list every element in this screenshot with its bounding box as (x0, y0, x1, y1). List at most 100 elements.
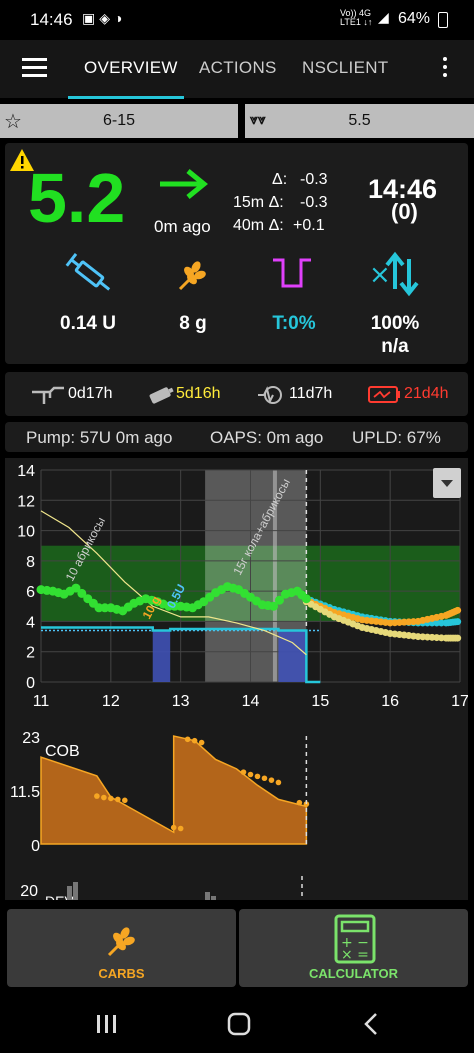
cob-point (240, 769, 247, 775)
cob-point (191, 737, 198, 744)
notification-icons: ▣◈◑ (82, 10, 126, 27)
network-bottom: LTE1 ↓↑ (340, 17, 373, 27)
calculator-button-label: CALCULATOR (308, 966, 399, 981)
cob-point (184, 736, 191, 743)
temp-basal-block (152, 630, 171, 682)
delta40-label: 40m Δ: (233, 217, 284, 234)
basal-line (41, 626, 321, 684)
calculator-button[interactable]: + − × = CALCULATOR (239, 909, 468, 987)
target-button[interactable]: ⩔⩔ 5.5 (245, 104, 474, 138)
overflow-menu-icon[interactable] (443, 57, 448, 77)
temp-basal-value: T:0% (272, 313, 316, 334)
carbs-grain-icon[interactable] (176, 257, 210, 291)
cob-point (101, 794, 107, 801)
x-tick-label: 12 (102, 693, 120, 710)
carbs-button-icon (107, 927, 135, 957)
battery-percent: 64% (398, 10, 431, 27)
activity-curve (40, 510, 307, 656)
status-time: 14:46 (30, 10, 73, 29)
tab-overview[interactable]: OVERVIEW (84, 58, 178, 77)
cob-y-tick: 11.5 (10, 784, 40, 801)
battery-icon (438, 12, 448, 28)
network-top: Vo)) 4G (340, 8, 372, 18)
status-bar: 14:46 ▣◈◑ Vo)) 4G LTE1 ↓↑ ◢ 64% (0, 0, 474, 40)
loop-sub: n/a (381, 336, 409, 357)
tab-nsclient[interactable]: NSCLIENT (302, 58, 389, 77)
cob-y-tick: 23 (22, 730, 40, 747)
insulin-age: 5d16h (176, 385, 221, 402)
prediction-point-cyan (454, 618, 462, 626)
trend-arrow-icon (160, 169, 208, 199)
menu-icon[interactable] (22, 58, 47, 77)
network-indicator: Vo)) 4G LTE1 ↓↑ (340, 9, 372, 27)
star-icon: ☆ (4, 111, 22, 133)
dev-bar (67, 886, 72, 900)
y-tick-label: 14 (17, 463, 35, 480)
dev-bar (73, 882, 78, 900)
temp-basal-icon[interactable] (271, 256, 313, 290)
bg-point (77, 588, 87, 598)
cob-point (303, 801, 310, 807)
y-tick-label: 8 (26, 554, 35, 571)
back-icon[interactable] (360, 1011, 382, 1037)
chart-settings-dropdown[interactable] (433, 468, 461, 498)
delta40-value: +0.1 (293, 217, 325, 234)
dev-y-tick: 20 (20, 883, 38, 900)
svg-text:× =: × = (341, 947, 369, 963)
clock-sub: (0) (391, 199, 418, 224)
cob-title: COB (45, 743, 80, 760)
cob-point (177, 825, 184, 832)
data-saver-icon: ◑ (114, 10, 127, 26)
upload-status: UPLD: 67% (352, 428, 441, 447)
bg-value[interactable]: 5.2 (28, 159, 126, 237)
x-tick-label: 14 (242, 693, 260, 710)
insulin-reservoir-icon (149, 387, 174, 404)
cob-point (198, 739, 205, 746)
x-tick-label: 17 (451, 693, 468, 710)
y-tick-label: 12 (17, 493, 35, 510)
cob-point (261, 775, 268, 782)
sensor-age: 11d7h (289, 385, 333, 402)
dev-title: DEV (45, 893, 74, 900)
carbs-button[interactable]: CARBS (7, 909, 236, 987)
cob-point (268, 777, 275, 783)
carbs-button-label: CARBS (98, 966, 145, 981)
syringe-icon[interactable] (64, 253, 116, 297)
bg-point (301, 594, 311, 604)
sensor-icon (258, 386, 282, 404)
home-icon[interactable] (226, 1011, 252, 1037)
x-tick-label: 15 (311, 693, 329, 710)
dev-chart: 20 DEV (20, 876, 303, 900)
device-ages-card (5, 372, 468, 416)
recent-apps-icon[interactable] (94, 1012, 120, 1036)
profile-button[interactable]: ☆ 6-15 (0, 104, 238, 138)
delta15-label: 15m Δ: (233, 194, 284, 211)
cob-point (254, 773, 261, 780)
tab-actions[interactable]: ACTIONS (199, 58, 277, 77)
clock: 14:46 (368, 174, 438, 204)
pump-status-card (5, 422, 468, 452)
loop-percent: 100% (370, 313, 420, 334)
chevron-down-icon (441, 480, 453, 487)
signal-icon: ◢ (378, 9, 389, 25)
loop-status-icon[interactable]: × (369, 251, 421, 297)
cob-point (115, 796, 121, 803)
battery-age: 21d4h (404, 385, 449, 402)
dev-bar (205, 892, 210, 900)
target-value: 5.5 (348, 112, 371, 129)
x-tick-label: 11 (33, 693, 50, 710)
bg-point (274, 595, 284, 605)
bg-age: 0m ago (154, 217, 211, 236)
active-tab-indicator (68, 96, 184, 99)
app-bar (0, 40, 474, 98)
cob-area (40, 735, 308, 845)
x-tick-label: 13 (172, 693, 190, 710)
overview-card (5, 143, 468, 364)
pump-battery-icon (368, 386, 400, 403)
delta-label: Δ: (272, 171, 288, 188)
cob-chart[interactable]: 23 11.5 0 COB (5, 724, 468, 852)
prediction-point-orange (454, 606, 462, 614)
cob-point (247, 771, 254, 778)
iob-value: 0.14 U (60, 313, 116, 334)
